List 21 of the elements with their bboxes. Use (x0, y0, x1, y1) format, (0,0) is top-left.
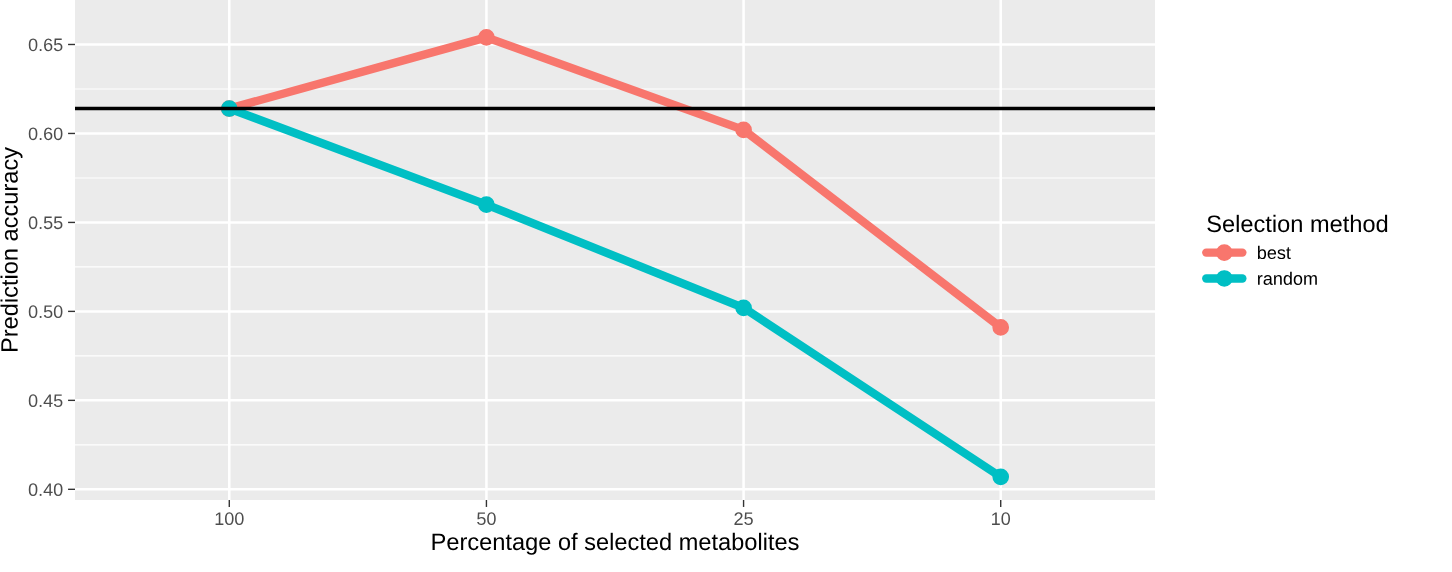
legend-label: random (1258, 271, 1317, 285)
y-axis-title: Prediction accuracy (0, 147, 23, 352)
x-tick-label: 10 (992, 512, 1011, 526)
point (735, 121, 752, 139)
x-tick-label: 25 (734, 512, 753, 526)
point (992, 319, 1010, 336)
y-tick-label: 0.55 (28, 216, 63, 230)
y-tick-label: 0.65 (28, 38, 63, 52)
x-axis-title: Percentage of selected metabolites (432, 532, 799, 555)
x-tick-label: 50 (477, 512, 496, 526)
point (992, 468, 1010, 486)
point (735, 299, 752, 317)
legend-label: best (1257, 245, 1291, 260)
y-tick-label: 0.50 (28, 305, 63, 319)
y-tick-label: 0.40 (28, 483, 63, 497)
y-tick-label: 0.60 (28, 127, 63, 141)
point (478, 196, 495, 213)
x-tick-label: 100 (215, 512, 244, 526)
y-tick-label: 0.45 (28, 394, 63, 408)
legend-title: Selection method (1207, 214, 1388, 233)
point (478, 29, 495, 46)
